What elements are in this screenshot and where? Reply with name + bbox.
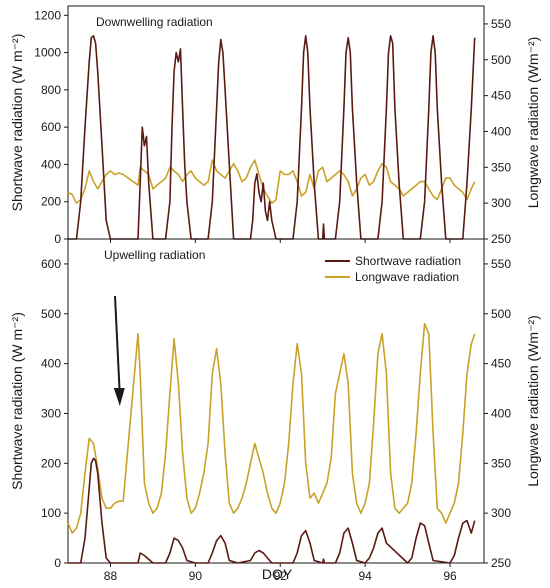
y-left-tick-label: 1000 (34, 46, 61, 60)
y-right-tick-label: 400 (491, 124, 511, 138)
y-right-tick-label: 550 (491, 17, 511, 31)
x-tick-label: 88 (104, 569, 118, 583)
y-left-tick-label: 1200 (34, 8, 61, 22)
y-right-tick-label: 300 (491, 196, 511, 210)
y-left-tick-label: 600 (41, 257, 61, 271)
y-left-tick-label: 400 (41, 357, 61, 371)
x-tick-label: 92 (274, 569, 288, 583)
legend-label: Longwave radiation (355, 270, 459, 284)
y-right-tick-label: 550 (491, 257, 511, 271)
longwave-series-line (67, 322, 476, 534)
y-left-tick-label: 600 (41, 120, 61, 134)
y-left-axis-label: Shortwave radiation (W m⁻²) (9, 34, 25, 212)
y-left-tick-label: 0 (54, 232, 61, 246)
shortwave-series-line (68, 35, 476, 240)
plot-frame (67, 5, 485, 240)
y-right-tick-label: 250 (491, 232, 511, 246)
y-left-tick-label: 400 (41, 157, 61, 171)
y-right-tick-label: 250 (491, 556, 511, 570)
plot-frame (67, 238, 485, 564)
y-right-tick-label: 400 (491, 406, 511, 420)
y-right-tick-label: 500 (491, 307, 511, 321)
annotation-arrow-head (113, 388, 125, 406)
y-left-tick-label: 100 (41, 506, 61, 520)
legend-label: Shortwave radiation (355, 254, 461, 268)
y-left-tick-label: 500 (41, 307, 61, 321)
y-right-tick-label: 450 (491, 357, 511, 371)
y-right-tick-label: 450 (491, 89, 511, 103)
y-right-tick-label: 500 (491, 53, 511, 67)
longwave-series-line (67, 159, 476, 204)
y-left-tick-label: 0 (54, 556, 61, 570)
x-tick-label: 96 (443, 569, 457, 583)
y-right-tick-label: 300 (491, 506, 511, 520)
x-tick-label: 94 (358, 569, 372, 583)
y-right-tick-label: 350 (491, 160, 511, 174)
y-right-axis-label: Longwave radiation (Wm⁻²) (525, 37, 541, 209)
shortwave-series-line (68, 457, 476, 564)
y-left-tick-label: 800 (41, 83, 61, 97)
annotation-arrow-shaft (114, 295, 121, 396)
x-tick-label: 90 (189, 569, 203, 583)
y-left-tick-label: 200 (41, 456, 61, 470)
y-left-tick-label: 200 (41, 195, 61, 209)
y-left-tick-label: 300 (41, 406, 61, 420)
y-right-tick-label: 350 (491, 456, 511, 470)
y-left-axis-label: Shortwave radiation (W m⁻²) (9, 312, 25, 490)
y-right-axis-label: Longwave radiation (Wm⁻²) (525, 315, 541, 487)
panel-title: Downwelling radiation (96, 15, 213, 29)
panel-upwelling: 0 100 200 300 400 500 600 250 300 350 400 450 500 550… (9, 238, 541, 583)
panel-title: Upwelling radiation (104, 248, 205, 262)
x-axis-label: DOY (262, 566, 293, 582)
panel-downwelling: 0 200 400 600 800 1000 1200 250 300 350 400 450 500 5… (9, 5, 541, 246)
